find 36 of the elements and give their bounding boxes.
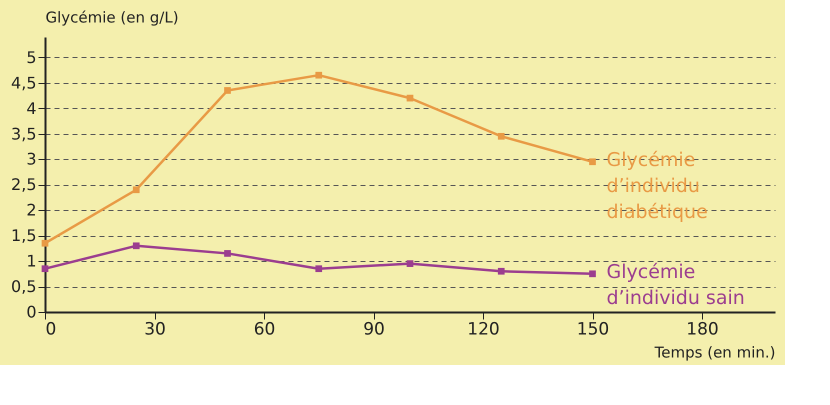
point <box>224 87 231 94</box>
y-tick-label: 5 <box>26 48 36 67</box>
x-tick-label: 180 <box>686 320 719 340</box>
y-tick-label: 0,5 <box>11 277 36 296</box>
point <box>589 270 596 278</box>
x-tick-label: 60 <box>254 320 276 340</box>
series-label: Glycémie d’individu diabétique <box>606 148 708 223</box>
point <box>42 240 48 247</box>
point <box>498 268 505 275</box>
x-tick-label: 120 <box>467 320 500 340</box>
y-tick-label: 3,5 <box>11 124 36 144</box>
y-tick-label: 0 <box>26 302 36 322</box>
point <box>589 158 596 166</box>
point <box>406 94 414 102</box>
x-tick-label: 30 <box>144 320 166 340</box>
point <box>315 72 322 79</box>
y-tick-label: 2,5 <box>11 175 36 194</box>
point <box>132 242 140 250</box>
point <box>132 186 140 194</box>
y-tick-label: 1 <box>26 252 36 271</box>
point <box>224 250 231 257</box>
point <box>498 132 505 140</box>
point <box>406 260 414 267</box>
y-tick-label: 4 <box>26 98 36 118</box>
point <box>315 265 322 272</box>
y-axis-title: Glycémie (en g/L) <box>46 8 179 26</box>
x-tick-label: 90 <box>363 320 385 340</box>
y-tick-label: 1,5 <box>11 226 36 246</box>
y-tick-label: 4,5 <box>11 73 36 92</box>
y-tick-label: 2 <box>26 200 36 220</box>
y-tick-label: 3 <box>26 150 36 169</box>
x-tick-label: 0 <box>46 320 56 340</box>
x-axis-title: Temps (en min.) <box>654 344 776 362</box>
point <box>42 265 48 272</box>
series-label: Glycémie d’individu sain <box>606 260 745 309</box>
x-tick-label: 150 <box>576 320 610 340</box>
